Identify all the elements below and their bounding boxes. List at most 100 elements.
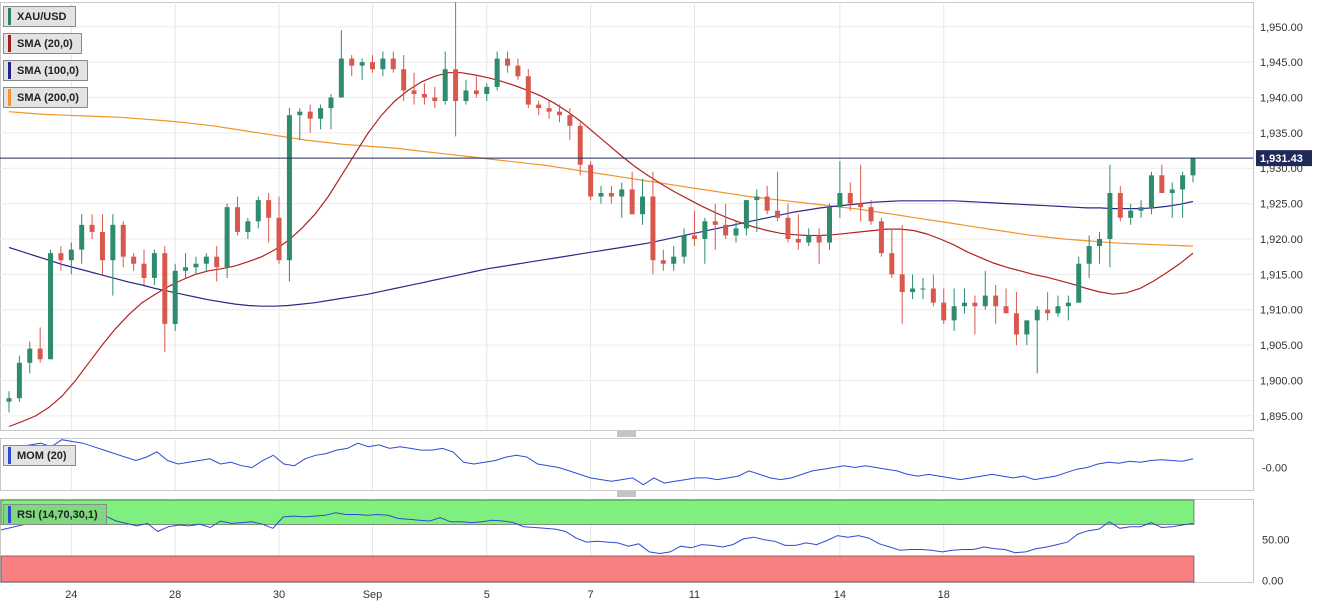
candle-body	[1169, 189, 1175, 194]
mom-line	[8, 439, 1194, 486]
candle-body	[608, 193, 614, 197]
candle-body	[505, 58, 511, 66]
candle-body	[691, 235, 697, 239]
current-price-badge	[1256, 150, 1312, 167]
candle-body	[930, 288, 936, 303]
legend-sma200[interactable]: SMA (200,0)	[3, 87, 88, 108]
legend-sma200-label: SMA (200,0)	[17, 91, 79, 104]
legend-sma100[interactable]: SMA (100,0)	[3, 60, 88, 81]
candle-body	[442, 69, 448, 102]
legend-rsi[interactable]: RSI (14,70,30,1)	[3, 504, 107, 525]
candle-body	[775, 210, 781, 218]
legend-mom[interactable]: MOM (20)	[3, 445, 76, 466]
candle-body	[297, 111, 303, 116]
candle-body	[255, 200, 261, 222]
candle-body	[889, 253, 895, 275]
candle-body	[338, 58, 344, 98]
candle-body	[1024, 320, 1030, 335]
rsi-line	[0, 512, 1194, 555]
candle-body	[1065, 302, 1071, 307]
candle-body	[411, 90, 417, 94]
candle-body	[1097, 238, 1103, 247]
candle-body	[795, 238, 801, 243]
mom-y-tick-label: -0.00	[1262, 462, 1287, 474]
y-tick-label: 1,950.00	[1260, 22, 1303, 34]
candle-body	[556, 111, 562, 116]
rsi-y-tick-label: 0.00	[1262, 575, 1283, 587]
candle-body	[1107, 193, 1113, 239]
candle-body	[37, 348, 43, 360]
candle-body	[234, 207, 240, 232]
candle-body	[141, 263, 147, 278]
candle-body	[951, 306, 957, 321]
x-tick-label: 18	[938, 589, 950, 601]
candle-body	[214, 256, 220, 268]
candle-body	[847, 193, 853, 204]
candle-body	[826, 207, 832, 243]
candle-body	[473, 90, 479, 94]
candle-body	[58, 253, 64, 261]
candle-body	[515, 65, 521, 77]
candle-body	[681, 235, 687, 257]
candle-body	[878, 221, 884, 254]
x-tick-label: Sep	[363, 589, 383, 601]
candle-body	[110, 224, 116, 261]
candle-body	[172, 270, 178, 324]
candle-body	[982, 295, 988, 307]
candle-body	[910, 288, 916, 293]
candle-body	[972, 302, 978, 307]
y-tick-label: 1,910.00	[1260, 305, 1303, 317]
candle-body	[151, 253, 157, 278]
legend-sma20-label: SMA (20,0)	[17, 37, 73, 50]
x-tick-label: 11	[689, 589, 700, 601]
candle-body	[48, 253, 54, 360]
panel-frame-2	[0, 438, 1254, 491]
candle-body	[203, 256, 209, 264]
x-tick-label: 24	[65, 589, 77, 601]
candle-body	[1148, 175, 1154, 208]
panel-frame-1	[0, 2, 1254, 431]
candle-body	[1117, 193, 1123, 218]
candle-body	[1180, 175, 1186, 190]
legend-xauusd[interactable]: XAU/USD	[3, 6, 76, 27]
y-tick-label: 1,915.00	[1260, 269, 1303, 281]
legend-sma20[interactable]: SMA (20,0)	[3, 33, 82, 54]
candle-body	[193, 263, 199, 268]
y-tick-label: 1,925.00	[1260, 199, 1303, 211]
y-tick-label: 1,930.00	[1260, 163, 1303, 175]
legend-rsi-swatch	[8, 506, 11, 523]
candle-body	[1159, 175, 1165, 194]
candle-body	[224, 207, 230, 268]
candle-body	[629, 189, 635, 215]
candle-body	[660, 260, 666, 264]
y-tick-label: 1,900.00	[1260, 375, 1303, 387]
candle-body	[754, 196, 760, 201]
legend-xauusd-swatch	[8, 8, 11, 25]
candle-body	[401, 69, 407, 91]
y-tick-label: 1,920.00	[1260, 234, 1303, 246]
rsi-y-tick-label: 50.00	[1262, 535, 1290, 547]
candle-body	[6, 398, 12, 402]
y-tick-label: 1,940.00	[1260, 93, 1303, 105]
x-tick-label: 14	[834, 589, 846, 601]
candle-body	[380, 58, 386, 70]
candle-body	[1128, 210, 1134, 218]
candle-body	[16, 362, 22, 399]
candle-body	[463, 90, 469, 102]
candle-body	[266, 200, 272, 218]
candle-body	[1034, 309, 1040, 321]
candle-body	[962, 302, 968, 307]
candle-body	[640, 196, 646, 215]
candle-body	[899, 274, 905, 293]
candle-body	[764, 196, 770, 211]
candle-body	[619, 189, 625, 197]
candle-body	[1055, 306, 1061, 314]
candle-body	[162, 253, 168, 324]
candle-body	[671, 256, 677, 264]
candle-body	[120, 224, 126, 257]
legend-mom-label: MOM (20)	[17, 449, 67, 462]
y-tick-label: 1,945.00	[1260, 57, 1303, 69]
candle-body	[494, 58, 500, 87]
candle-body	[858, 203, 864, 208]
